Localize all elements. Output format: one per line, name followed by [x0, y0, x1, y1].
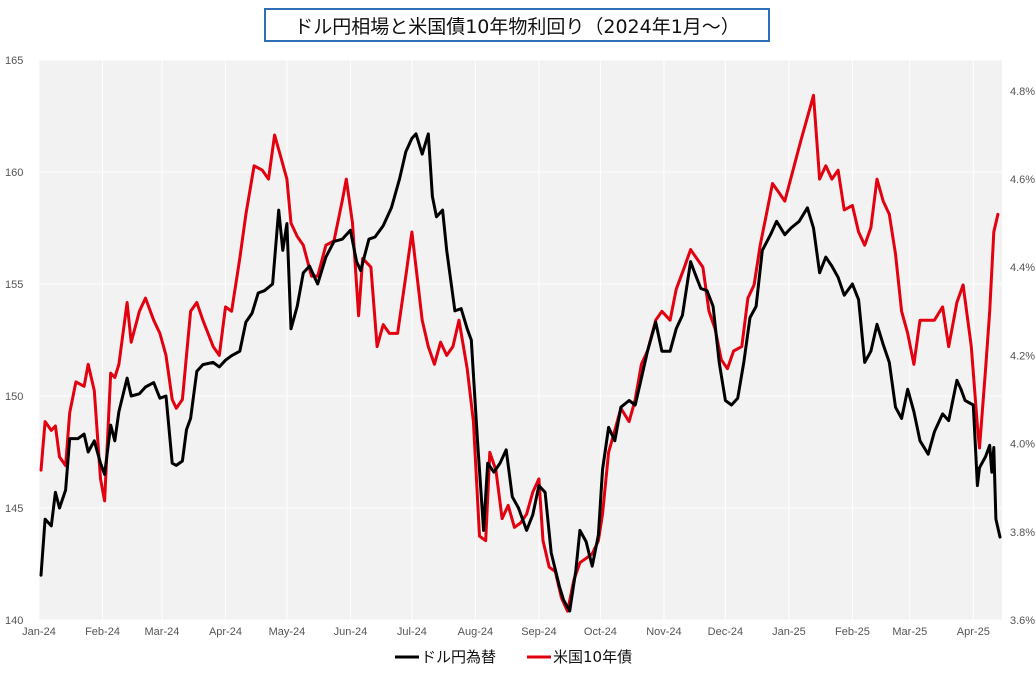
- right-tick-label: 4.4%: [1010, 262, 1035, 274]
- x-tick-label: Dec-24: [708, 626, 743, 638]
- left-tick-label: 150: [5, 391, 23, 403]
- legend-label: 米国10年債: [553, 648, 632, 666]
- x-tick-label: Oct-24: [584, 626, 617, 638]
- x-tick-label: May-24: [269, 626, 306, 638]
- left-tick-label: 160: [5, 167, 23, 179]
- left-axis: 140 145 150 155 160 165: [5, 55, 23, 627]
- right-tick-label: 4.0%: [1010, 439, 1035, 451]
- right-axis: 3.6% 3.8% 4.0% 4.2% 4.4% 4.6% 4.8%: [1010, 86, 1035, 627]
- x-tick-label: Mar-24: [145, 626, 180, 638]
- series-line-usdjpy: [39, 132, 1002, 613]
- right-tick-label: 4.6%: [1010, 174, 1035, 186]
- legend-label: ドル円為替: [421, 648, 496, 666]
- left-tick-label: 165: [5, 55, 23, 67]
- left-tick-label: 155: [5, 279, 23, 291]
- right-tick-label: 3.6%: [1010, 615, 1035, 627]
- right-tick-label: 4.2%: [1010, 350, 1035, 362]
- right-tick-label: 4.8%: [1010, 86, 1035, 98]
- legend: ドル円為替 米国10年債: [395, 648, 632, 666]
- x-tick-label: Apr-24: [209, 626, 242, 638]
- right-tick-label: 3.8%: [1010, 527, 1035, 539]
- x-tick-label: Jul-24: [397, 626, 427, 638]
- x-tick-label: Mar-25: [892, 626, 927, 638]
- x-tick-label: Jun-24: [334, 626, 368, 638]
- x-tick-label: Sep-24: [521, 626, 556, 638]
- series-line-us10y: [39, 93, 1000, 613]
- left-tick-label: 145: [5, 503, 23, 515]
- left-tick-label: 140: [5, 615, 23, 627]
- chart-title: ドル円相場と米国債10年物利回り（2024年1月～）: [264, 8, 770, 42]
- x-tick-label: Jan-25: [772, 626, 806, 638]
- x-tick-label: Jan-24: [22, 626, 56, 638]
- x-tick-label: Feb-24: [85, 626, 120, 638]
- x-tick-label: Apr-25: [957, 626, 990, 638]
- x-tick-label: Aug-24: [458, 626, 493, 638]
- x-tick-label: Feb-25: [835, 626, 870, 638]
- x-axis: Jan-24 Feb-24 Mar-24 Apr-24 May-24 Jun-24 Jul-…: [22, 626, 990, 638]
- series-lines: [39, 93, 1002, 613]
- plot-area: [39, 60, 1002, 620]
- x-tick-label: Nov-24: [646, 626, 681, 638]
